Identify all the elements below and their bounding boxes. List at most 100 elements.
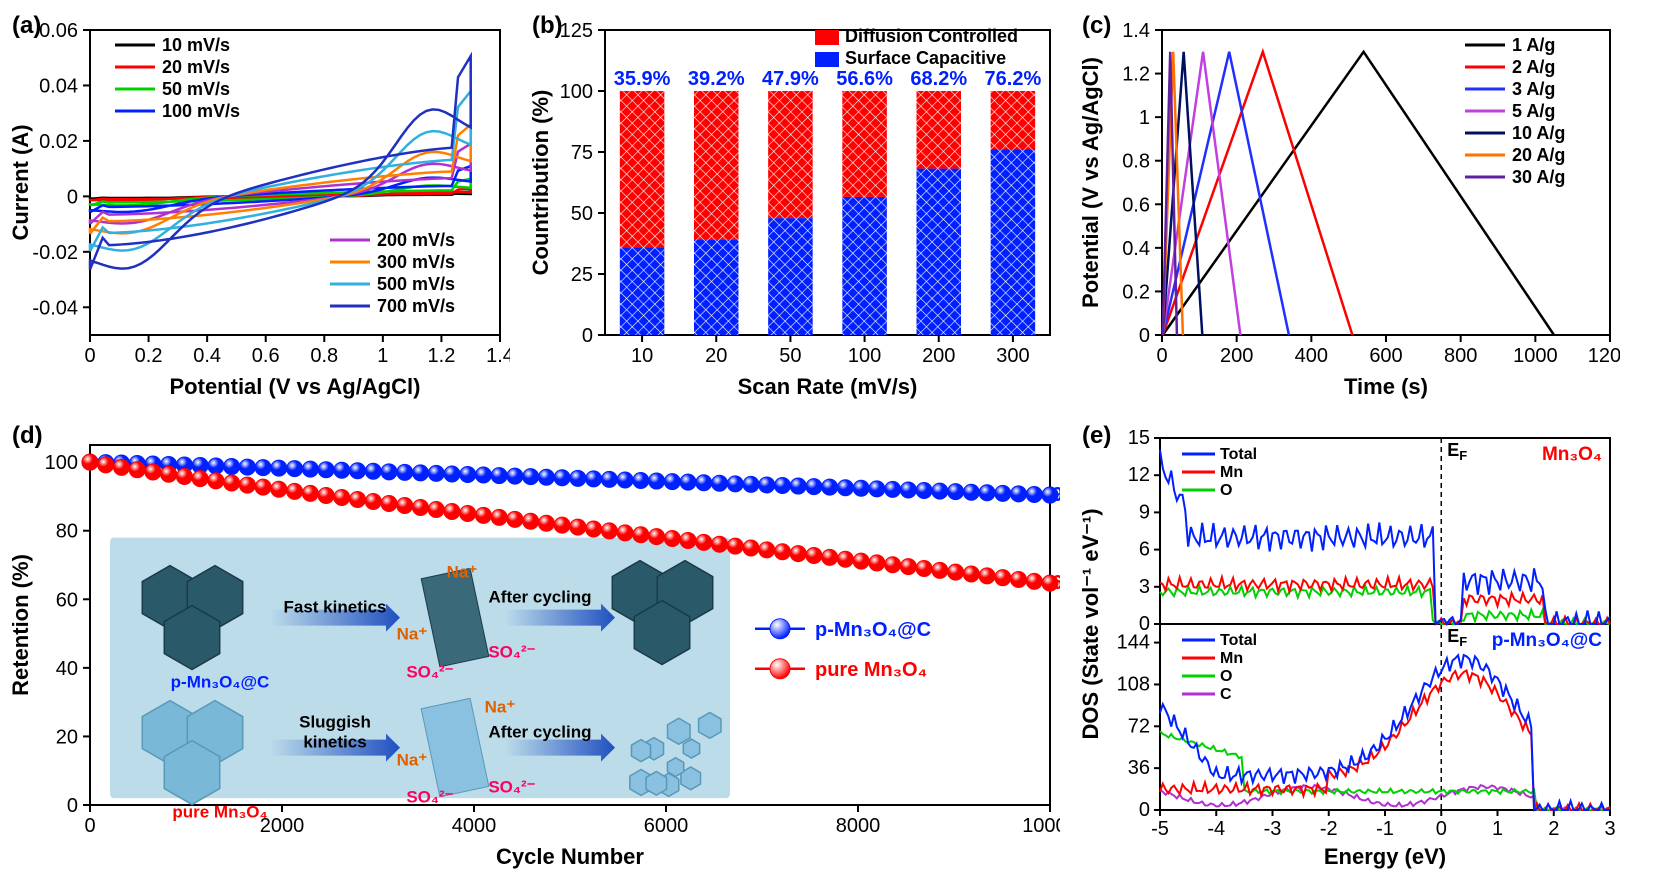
svg-text:0.02: 0.02 xyxy=(39,131,78,153)
svg-text:0: 0 xyxy=(1139,325,1150,347)
panel-label-e: (e) xyxy=(1082,422,1111,450)
svg-text:0.2: 0.2 xyxy=(135,345,163,367)
svg-text:2: 2 xyxy=(1548,818,1559,840)
svg-text:8000: 8000 xyxy=(836,815,881,837)
panel-a: (a)00.20.40.60.811.21.4-0.04-0.0200.020.… xyxy=(10,10,510,400)
svg-text:5 A/g: 5 A/g xyxy=(1512,101,1555,121)
svg-text:Surface Capacitive: Surface Capacitive xyxy=(845,48,1006,68)
panel-label-d: (d) xyxy=(12,422,43,450)
svg-text:Scan Rate (mV/s): Scan Rate (mV/s) xyxy=(738,374,918,399)
figure-grid: (a)00.20.40.60.811.21.4-0.04-0.0200.020.… xyxy=(10,10,1644,870)
svg-text:300: 300 xyxy=(996,345,1029,367)
svg-text:1.2: 1.2 xyxy=(1122,64,1150,86)
svg-text:Na⁺: Na⁺ xyxy=(485,698,516,717)
panel-label-a: (a) xyxy=(12,12,41,40)
svg-text:Current (A): Current (A) xyxy=(10,124,33,240)
svg-text:3: 3 xyxy=(1139,576,1150,598)
panel-label-c: (c) xyxy=(1082,12,1111,40)
svg-text:10: 10 xyxy=(631,345,653,367)
svg-text:pure Mn₃O₄: pure Mn₃O₄ xyxy=(172,803,267,822)
panel-c: (c)02004006008001000120000.20.40.60.811.… xyxy=(1080,10,1620,400)
svg-text:50 mV/s: 50 mV/s xyxy=(162,79,230,99)
svg-text:2 A/g: 2 A/g xyxy=(1512,57,1555,77)
svg-text:SO₄²⁻: SO₄²⁻ xyxy=(488,778,535,797)
svg-text:Retention (%): Retention (%) xyxy=(10,554,33,696)
svg-text:0: 0 xyxy=(67,186,78,208)
svg-text:12: 12 xyxy=(1128,464,1150,486)
svg-text:0: 0 xyxy=(1436,818,1447,840)
svg-text:800: 800 xyxy=(1444,345,1477,367)
svg-text:80: 80 xyxy=(56,521,78,543)
svg-text:kinetics: kinetics xyxy=(303,733,366,752)
svg-text:1: 1 xyxy=(1492,818,1503,840)
svg-text:SO₄²⁻: SO₄²⁻ xyxy=(406,663,453,682)
svg-text:0.4: 0.4 xyxy=(193,345,221,367)
svg-text:20 A/g: 20 A/g xyxy=(1512,145,1565,165)
svg-text:-0.04: -0.04 xyxy=(32,297,78,319)
panel-e: (e)0369121503672108144-5-4-3-2-10123Tota… xyxy=(1080,420,1620,870)
svg-text:1000: 1000 xyxy=(1513,345,1558,367)
svg-text:E: E xyxy=(1447,440,1459,460)
svg-text:-0.02: -0.02 xyxy=(32,242,78,264)
svg-text:400: 400 xyxy=(1295,345,1328,367)
svg-text:10 A/g: 10 A/g xyxy=(1512,123,1565,143)
svg-text:-2: -2 xyxy=(1320,818,1338,840)
svg-text:-4: -4 xyxy=(1207,818,1225,840)
svg-text:0: 0 xyxy=(67,795,78,817)
svg-text:Potential (V vs Ag/AgCl): Potential (V vs Ag/AgCl) xyxy=(1080,57,1103,308)
svg-text:90.4%: 90.4% xyxy=(1052,484,1060,506)
svg-text:Na⁺: Na⁺ xyxy=(397,625,428,644)
svg-text:500 mV/s: 500 mV/s xyxy=(377,274,455,294)
svg-text:108: 108 xyxy=(1117,673,1150,695)
svg-text:1 A/g: 1 A/g xyxy=(1512,35,1555,55)
svg-text:After cycling: After cycling xyxy=(489,723,592,742)
svg-text:700 mV/s: 700 mV/s xyxy=(377,296,455,316)
svg-text:Sluggish: Sluggish xyxy=(299,713,371,732)
svg-text:F: F xyxy=(1459,634,1467,649)
svg-text:0: 0 xyxy=(1139,799,1150,821)
svg-text:100 mV/s: 100 mV/s xyxy=(162,101,240,121)
svg-text:0.2: 0.2 xyxy=(1122,281,1150,303)
svg-text:Mn: Mn xyxy=(1220,650,1243,667)
svg-text:40: 40 xyxy=(56,658,78,680)
svg-text:1: 1 xyxy=(377,345,388,367)
svg-text:0: 0 xyxy=(84,345,95,367)
svg-text:50: 50 xyxy=(779,345,801,367)
svg-text:0: 0 xyxy=(582,325,593,347)
svg-text:39.2%: 39.2% xyxy=(688,68,745,90)
svg-text:Cycle Number: Cycle Number xyxy=(496,844,644,869)
svg-text:1.4: 1.4 xyxy=(486,345,510,367)
svg-text:3: 3 xyxy=(1604,818,1615,840)
svg-text:SO₄²⁻: SO₄²⁻ xyxy=(488,643,535,662)
svg-text:6: 6 xyxy=(1139,539,1150,561)
svg-text:p-Mn₃O₄@C: p-Mn₃O₄@C xyxy=(171,673,270,692)
svg-text:60: 60 xyxy=(56,589,78,611)
svg-text:Mn: Mn xyxy=(1220,464,1243,481)
panel-b: (b)02550751001251035.9%2039.2%5047.9%100… xyxy=(530,10,1060,400)
svg-text:Total: Total xyxy=(1220,632,1257,649)
svg-text:20: 20 xyxy=(56,726,78,748)
svg-text:p-Mn₃O₄@C: p-Mn₃O₄@C xyxy=(815,619,931,641)
svg-text:20: 20 xyxy=(705,345,727,367)
svg-text:72: 72 xyxy=(1128,715,1150,737)
svg-text:F: F xyxy=(1459,448,1467,463)
svg-text:Total: Total xyxy=(1220,446,1257,463)
svg-text:Time (s): Time (s) xyxy=(1344,374,1428,399)
svg-text:1200: 1200 xyxy=(1588,345,1620,367)
svg-text:6000: 6000 xyxy=(644,815,689,837)
svg-text:68.2%: 68.2% xyxy=(910,68,967,90)
svg-text:35.9%: 35.9% xyxy=(614,68,671,90)
svg-text:0.4: 0.4 xyxy=(1122,238,1150,260)
svg-text:Energy (eV): Energy (eV) xyxy=(1324,844,1446,869)
svg-text:15: 15 xyxy=(1128,427,1150,449)
svg-text:1.2: 1.2 xyxy=(428,345,456,367)
svg-text:Diffusion Controlled: Diffusion Controlled xyxy=(845,26,1018,46)
svg-text:50: 50 xyxy=(571,203,593,225)
svg-text:After cycling: After cycling xyxy=(489,588,592,607)
svg-text:-1: -1 xyxy=(1376,818,1394,840)
svg-text:125: 125 xyxy=(560,20,593,42)
svg-text:Na⁺: Na⁺ xyxy=(397,751,428,770)
svg-text:200: 200 xyxy=(1220,345,1253,367)
svg-text:10000: 10000 xyxy=(1022,815,1060,837)
svg-text:E: E xyxy=(1447,626,1459,646)
